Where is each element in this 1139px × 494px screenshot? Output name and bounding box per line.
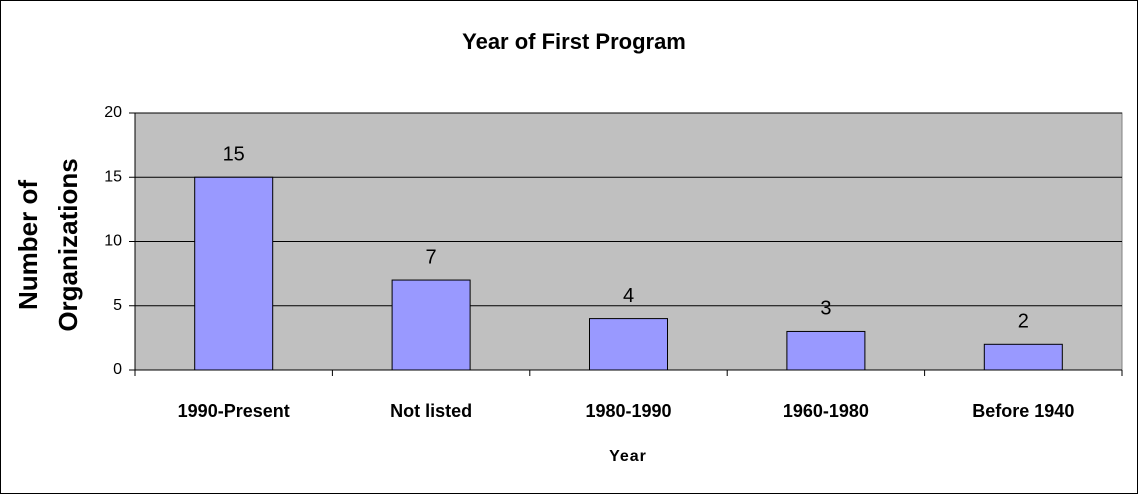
- data-label: 3: [820, 298, 831, 320]
- y-axis-label-line: Number of: [13, 180, 43, 310]
- x-tick-label: Not listed: [390, 401, 472, 421]
- x-tick-label: 1980-1990: [585, 401, 671, 421]
- y-axis-label: Number of Organizations: [13, 158, 83, 331]
- bar: [786, 330, 866, 371]
- bar: [983, 343, 1063, 371]
- y-tick-label: 15: [104, 168, 122, 185]
- y-tick-label: 20: [104, 104, 122, 121]
- bar: [589, 318, 668, 371]
- y-tick-label: 0: [113, 361, 122, 378]
- data-label: 2: [1018, 311, 1029, 333]
- x-tick-label: 1960-1980: [783, 401, 869, 421]
- x-tick-label: Before 1940: [972, 401, 1074, 421]
- x-axis-label: Year: [609, 448, 647, 465]
- data-label: 7: [426, 246, 437, 268]
- chart-title: Year of First Program: [462, 29, 686, 54]
- bar: [194, 176, 274, 371]
- y-axis-label-line: Organizations: [53, 158, 83, 331]
- bar: [391, 279, 471, 371]
- x-tick-label: 1990-Present: [178, 401, 290, 421]
- y-tick-label: 5: [113, 297, 122, 314]
- data-label: 15: [223, 144, 245, 166]
- data-label: 4: [623, 285, 634, 307]
- y-tick-label: 10: [104, 233, 122, 250]
